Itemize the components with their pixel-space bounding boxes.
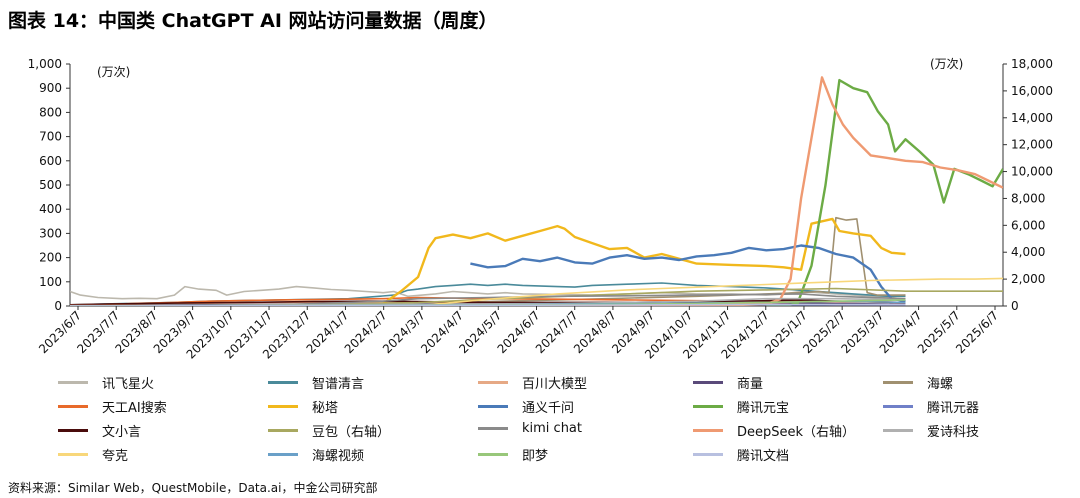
left-tick-label: 900 (39, 81, 62, 95)
legend-swatch (58, 381, 88, 384)
right-tick-label: 14,000 (1011, 111, 1053, 125)
left-tick-label: 400 (39, 202, 62, 216)
x-tick-label: 2025/6/7 (953, 308, 1001, 356)
left-tick-label: 300 (39, 226, 62, 240)
series-line (70, 277, 1003, 306)
legend-item: 豆包（右轴） (268, 421, 390, 440)
legend-swatch (693, 429, 723, 432)
right-tick-label: 18,000 (1011, 57, 1053, 71)
legend-swatch (268, 429, 298, 432)
series-line (70, 299, 906, 306)
left-tick-label: 1,000 (28, 57, 62, 71)
right-tick-label: 2,000 (1011, 272, 1045, 286)
legend-item: 百川大模型 (478, 373, 587, 392)
legend-swatch (883, 405, 913, 408)
legend-label: DeepSeek（右轴） (737, 425, 856, 440)
legend-swatch (268, 381, 298, 384)
legend-swatch (693, 381, 723, 384)
legend-item: 腾讯文档 (693, 445, 789, 464)
legend-swatch (58, 429, 88, 432)
series-line (70, 76, 1003, 306)
legend-item: 夸克 (58, 445, 128, 464)
legend-label: 文小言 (102, 425, 142, 440)
legend-swatch (883, 381, 913, 384)
legend-item: 文小言 (58, 421, 141, 440)
legend-label: 智谱清言 (312, 377, 365, 392)
left-tick-label: 0 (54, 299, 62, 313)
left-unit-label: (万次) (97, 65, 130, 79)
axes (66, 63, 1007, 310)
legend-label: 商量 (737, 377, 764, 392)
legend-label: 百川大模型 (522, 377, 588, 392)
legend-swatch (693, 405, 723, 408)
right-tick-label: 6,000 (1011, 218, 1045, 232)
series-line (70, 303, 906, 306)
left-tick-label: 800 (39, 105, 62, 119)
legend-swatch (58, 453, 88, 456)
left-tick-label: 200 (39, 251, 62, 265)
legend-label: 腾讯文档 (737, 449, 790, 464)
right-tick-label: 16,000 (1011, 84, 1053, 98)
legend-swatch (693, 453, 723, 456)
legend-label: 腾讯元器 (927, 401, 980, 416)
right-unit-label: (万次) (930, 57, 963, 71)
legend-item: 讯飞星火 (58, 373, 154, 392)
left-tick-label: 700 (39, 130, 62, 144)
legend-item: 通义千问 (478, 397, 574, 416)
series-line (70, 216, 906, 306)
legend-item: 海螺视频 (268, 445, 364, 464)
chart-title: 图表 14：中国类 ChatGPT AI 网站访问量数据（周度） (8, 10, 498, 32)
right-tick-label: 8,000 (1011, 191, 1045, 205)
right-tick-label: 12,000 (1011, 138, 1053, 152)
legend-item: kimi chat (478, 421, 582, 436)
tick-labels: 0 100 200 300 400 500 600 700 800 900 1,000 0 2,000 4… (28, 57, 1053, 362)
right-tick-label: 10,000 (1011, 165, 1053, 179)
series-lines (70, 76, 1003, 306)
series-line (766, 78, 1003, 306)
left-tick-label: 100 (39, 275, 62, 289)
left-tick-label: 500 (39, 178, 62, 192)
legend-label: 通义千问 (522, 401, 575, 416)
legend-label: 秘塔 (312, 401, 339, 416)
legend-label: 夸克 (102, 449, 129, 464)
series-line (70, 293, 906, 306)
legend-label: 海螺 (927, 377, 954, 392)
legend-label: 天工AI搜索 (102, 401, 167, 416)
legend-item: 腾讯元器 (883, 397, 979, 416)
legend-label: 爱诗科技 (927, 425, 980, 440)
legend-item: 腾讯元宝 (693, 397, 789, 416)
legend-label: 腾讯元宝 (737, 401, 790, 416)
legend-swatch (478, 427, 508, 430)
legend-swatch (883, 429, 913, 432)
legend-swatch (268, 405, 298, 408)
legend-item: 天工AI搜索 (58, 397, 167, 416)
legend-label: 即梦 (522, 449, 549, 464)
legend-swatch (58, 405, 88, 408)
source-note: 资料来源：Similar Web，QuestMobile，Data.ai，中金公… (8, 481, 378, 495)
right-tick-label: 4,000 (1011, 245, 1045, 259)
legend-label: 讯飞星火 (102, 377, 155, 392)
legend-item: 即梦 (478, 445, 548, 464)
legend-swatch (478, 405, 508, 408)
legend-swatch (478, 381, 508, 384)
left-tick-label: 600 (39, 154, 62, 168)
legend-swatch (268, 453, 298, 456)
legend-label: 豆包（右轴） (312, 425, 391, 440)
series-line (470, 244, 906, 303)
legend-label: kimi chat (522, 421, 582, 436)
legend-item: DeepSeek（右轴） (693, 421, 855, 440)
right-tick-label: 0 (1011, 299, 1019, 313)
legend-item: 海螺 (883, 373, 953, 392)
legend-label: 海螺视频 (312, 449, 365, 464)
series-line (70, 217, 906, 306)
legend-item: 爱诗科技 (883, 421, 979, 440)
legend-swatch (478, 453, 508, 456)
legend-item: 秘塔 (268, 397, 338, 416)
legend-item: 智谱清言 (268, 373, 364, 392)
series-line (70, 297, 906, 306)
legend-item: 商量 (693, 373, 763, 392)
